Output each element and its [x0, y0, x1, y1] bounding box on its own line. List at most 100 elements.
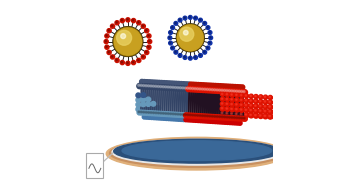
Circle shape — [221, 116, 223, 118]
Circle shape — [223, 120, 227, 124]
Circle shape — [177, 24, 204, 51]
Circle shape — [234, 112, 240, 117]
Circle shape — [164, 85, 169, 90]
Circle shape — [186, 86, 191, 92]
Circle shape — [146, 102, 151, 106]
Circle shape — [149, 84, 155, 89]
Circle shape — [146, 97, 151, 102]
Circle shape — [120, 60, 124, 65]
Circle shape — [203, 50, 206, 54]
Circle shape — [110, 55, 115, 59]
Circle shape — [189, 87, 191, 89]
Circle shape — [189, 16, 191, 18]
Circle shape — [268, 95, 272, 100]
Circle shape — [157, 116, 161, 120]
Circle shape — [114, 28, 142, 55]
Circle shape — [235, 85, 240, 89]
Circle shape — [238, 90, 240, 92]
Circle shape — [218, 115, 223, 120]
Circle shape — [193, 87, 199, 92]
Circle shape — [226, 103, 227, 105]
Circle shape — [225, 89, 230, 94]
Circle shape — [263, 95, 268, 99]
Circle shape — [169, 81, 174, 86]
Circle shape — [220, 115, 225, 120]
Circle shape — [220, 111, 225, 116]
Circle shape — [249, 104, 253, 108]
Circle shape — [273, 100, 277, 105]
Circle shape — [152, 80, 157, 85]
Circle shape — [162, 81, 166, 85]
Circle shape — [194, 88, 196, 90]
Circle shape — [254, 99, 258, 104]
Circle shape — [166, 85, 172, 91]
Circle shape — [273, 115, 275, 117]
Circle shape — [169, 42, 171, 43]
Circle shape — [199, 54, 201, 56]
Circle shape — [206, 119, 210, 123]
Circle shape — [167, 112, 171, 117]
Circle shape — [240, 113, 242, 115]
Circle shape — [201, 88, 204, 90]
Circle shape — [160, 112, 162, 114]
Circle shape — [206, 115, 208, 117]
Circle shape — [121, 19, 123, 21]
Circle shape — [258, 99, 263, 104]
Circle shape — [132, 19, 134, 21]
Circle shape — [198, 87, 203, 92]
Circle shape — [219, 116, 221, 118]
Circle shape — [250, 114, 251, 116]
Circle shape — [150, 112, 152, 114]
Circle shape — [169, 31, 172, 34]
Circle shape — [175, 113, 177, 115]
Circle shape — [159, 111, 164, 116]
Circle shape — [149, 111, 154, 116]
Circle shape — [245, 114, 247, 115]
Circle shape — [221, 93, 223, 95]
Circle shape — [199, 119, 203, 123]
Circle shape — [150, 85, 152, 87]
Circle shape — [268, 109, 273, 114]
Circle shape — [223, 84, 227, 89]
Circle shape — [136, 102, 141, 107]
Circle shape — [213, 115, 218, 119]
Circle shape — [264, 96, 266, 98]
Circle shape — [186, 82, 191, 87]
Circle shape — [221, 89, 223, 91]
Circle shape — [236, 99, 237, 100]
Circle shape — [254, 104, 258, 108]
Circle shape — [105, 40, 106, 42]
Circle shape — [145, 111, 149, 115]
Circle shape — [242, 90, 247, 95]
Circle shape — [250, 95, 251, 97]
Circle shape — [157, 80, 161, 85]
Circle shape — [154, 84, 159, 90]
Circle shape — [147, 115, 151, 119]
Circle shape — [245, 104, 247, 106]
Circle shape — [194, 118, 198, 122]
Circle shape — [221, 120, 225, 124]
Circle shape — [239, 108, 244, 112]
Circle shape — [250, 100, 251, 101]
Circle shape — [233, 90, 235, 92]
Circle shape — [200, 87, 206, 93]
Circle shape — [263, 105, 268, 109]
Circle shape — [231, 116, 233, 118]
Circle shape — [243, 117, 245, 119]
Circle shape — [218, 88, 223, 94]
Circle shape — [171, 112, 176, 117]
Circle shape — [211, 89, 213, 91]
Circle shape — [175, 51, 176, 53]
Circle shape — [204, 51, 205, 53]
Circle shape — [220, 84, 225, 88]
Circle shape — [179, 113, 182, 115]
Circle shape — [208, 119, 213, 123]
Circle shape — [127, 19, 128, 20]
Circle shape — [255, 100, 256, 102]
Circle shape — [191, 118, 195, 122]
Circle shape — [241, 90, 243, 92]
Circle shape — [162, 112, 167, 116]
Circle shape — [145, 80, 149, 84]
Circle shape — [162, 86, 164, 88]
Circle shape — [148, 40, 150, 42]
